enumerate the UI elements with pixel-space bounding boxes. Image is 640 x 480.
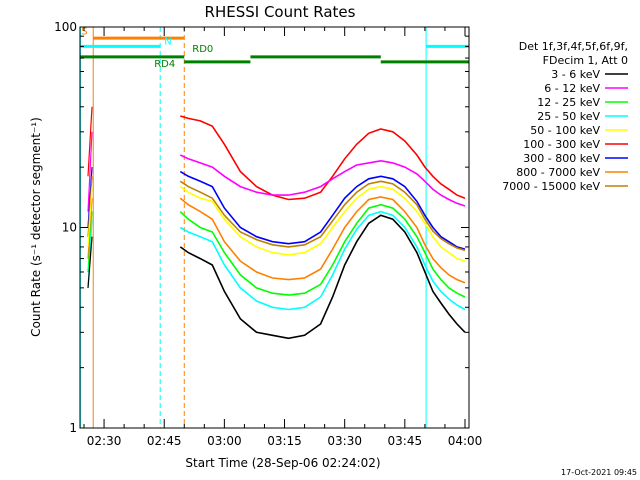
- series-line-0: [179, 214, 466, 340]
- legend-label-5: 100 - 300 keV: [523, 138, 600, 151]
- series-line-2: [179, 203, 466, 298]
- series-line-6-start: [87, 167, 93, 228]
- x-tick-label-4: 03:30: [327, 434, 362, 448]
- series-line-5-start: [87, 106, 93, 177]
- legend: Det 1f,3f,4f,5f,6f,9f,FDecim 1, Att 03 -…: [502, 40, 628, 193]
- flag-label-1: N: [164, 36, 171, 47]
- timestamp: 17-Oct-2021 09:45: [561, 468, 637, 477]
- flag-label-0: S: [81, 26, 87, 37]
- x-tick-label-6: 04:00: [448, 434, 483, 448]
- legend-label-4: 50 - 100 keV: [530, 124, 600, 137]
- series-line-0-start: [87, 236, 93, 288]
- series-line-4-start: [87, 186, 93, 247]
- series-line-7-start: [87, 198, 93, 259]
- legend-label-3: 25 - 50 keV: [537, 110, 600, 123]
- y-axis: 1 10 100: [54, 20, 469, 435]
- flag-label-3: RD4: [154, 59, 175, 70]
- legend-label-1: 6 - 12 keV: [544, 82, 600, 95]
- x-tick-label-1: 02:45: [147, 434, 182, 448]
- y-axis-label: Count Rate (s⁻¹ detector segment⁻¹): [29, 117, 43, 337]
- x-tick-label-3: 03:15: [267, 434, 302, 448]
- series-line-8-start: [87, 176, 93, 237]
- chart-title: RHESSI Count Rates: [205, 3, 356, 21]
- plot-content: S N RD0 RD4: [80, 26, 469, 428]
- series-line-1-start: [87, 131, 93, 212]
- y-tick-label-1: 10: [62, 221, 77, 235]
- plot-clip-group: S N RD0 RD4: [80, 26, 469, 428]
- series-line-8: [179, 180, 466, 252]
- legend-label-7: 800 - 7000 keV: [516, 166, 600, 179]
- flag-label-2: RD0: [192, 44, 213, 55]
- series-line-7: [179, 196, 466, 284]
- y-tick-label-0: 1: [69, 421, 77, 435]
- series-line-5: [180, 115, 466, 201]
- legend-header-1: FDecim 1, Att 0: [543, 54, 628, 67]
- legend-label-2: 12 - 25 keV: [537, 96, 600, 109]
- series-line-4: [179, 185, 466, 262]
- legend-label-6: 300 - 800 keV: [523, 152, 600, 165]
- series-line-1: [179, 154, 466, 207]
- y-tick-label-2: 100: [54, 20, 77, 34]
- x-tick-label-0: 02:30: [87, 434, 122, 448]
- legend-label-8: 7000 - 15000 keV: [502, 180, 600, 193]
- x-tick-label-5: 03:45: [388, 434, 423, 448]
- x-axis: 02:30 02:45 03:00 03:15 03:30 03:45 04:00: [83, 27, 483, 448]
- x-tick-label-2: 03:00: [207, 434, 242, 448]
- legend-header-0: Det 1f,3f,4f,5f,6f,9f,: [519, 40, 628, 53]
- x-axis-label: Start Time (28-Sep-06 02:24:02): [185, 456, 380, 470]
- legend-label-0: 3 - 6 keV: [551, 68, 600, 81]
- series-line-3: [179, 210, 466, 311]
- series-line-6: [179, 170, 466, 250]
